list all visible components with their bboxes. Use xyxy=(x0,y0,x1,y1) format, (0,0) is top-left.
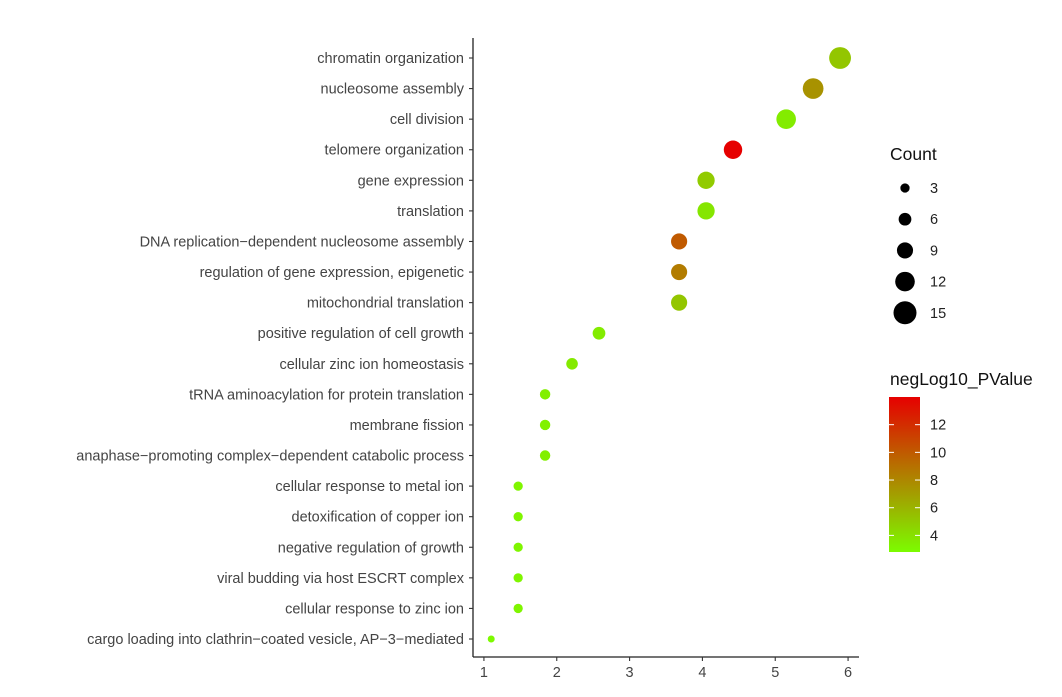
y-tick-label: positive regulation of cell growth xyxy=(258,326,464,342)
size-legend: Count 3 6 9 12 15 xyxy=(890,144,946,325)
size-legend-key xyxy=(900,183,910,193)
data-point xyxy=(776,109,796,129)
size-legend-title: Count xyxy=(890,144,937,164)
color-legend-label: 12 xyxy=(930,418,946,434)
data-point xyxy=(539,389,551,400)
color-legend: negLog10_PValue 4 6 8 10 12 xyxy=(889,369,1033,552)
data-point xyxy=(566,358,578,370)
y-tick-label: translation xyxy=(397,204,464,220)
data-point xyxy=(697,202,715,220)
y-tick-label: detoxification of copper ion xyxy=(292,510,465,526)
y-tick-label: tRNA aminoacylation for protein translat… xyxy=(189,387,464,403)
y-tick-label: viral budding via host ESCRT complex xyxy=(217,571,465,587)
x-tick-label: 4 xyxy=(698,665,706,681)
data-point xyxy=(513,542,523,552)
color-legend-title: negLog10_PValue xyxy=(890,369,1033,390)
y-tick-label: anaphase−promoting complex−dependent cat… xyxy=(76,449,464,465)
size-legend-key xyxy=(898,212,912,226)
y-tick-label: chromatin organization xyxy=(317,51,464,67)
data-point xyxy=(671,233,688,250)
size-legend-label: 3 xyxy=(930,181,938,197)
y-tick-label: DNA replication−dependent nucleosome ass… xyxy=(140,234,465,250)
y-tick-label: membrane fission xyxy=(350,418,464,434)
plot-area: 1 2 3 4 5 6 chromatin organization nucleosome a… xyxy=(76,38,859,681)
color-legend-label: 10 xyxy=(930,445,946,461)
data-point xyxy=(487,635,495,643)
data-point xyxy=(723,140,743,159)
data-point xyxy=(539,450,551,461)
y-tick-label: cell division xyxy=(390,112,464,128)
data-point xyxy=(802,78,824,99)
y-tick-label: telomere organization xyxy=(325,143,464,159)
data-point xyxy=(697,171,715,189)
data-point xyxy=(513,573,523,583)
data-point xyxy=(513,603,523,614)
color-legend-bar xyxy=(889,397,920,552)
color-legend-label: 4 xyxy=(930,528,938,544)
x-tick-label: 5 xyxy=(771,665,779,681)
x-tick-label: 1 xyxy=(480,665,488,681)
y-tick-label: nucleosome assembly xyxy=(321,82,465,98)
data-point xyxy=(829,47,851,69)
y-tick-label: cellular zinc ion homeostasis xyxy=(279,357,464,373)
x-tick-label: 3 xyxy=(626,665,634,681)
size-legend-label: 9 xyxy=(930,243,938,259)
color-legend-label: 8 xyxy=(930,473,938,489)
size-legend-label: 6 xyxy=(930,212,938,228)
data-point xyxy=(539,419,551,431)
data-point xyxy=(513,512,523,522)
y-tick-label: mitochondrial translation xyxy=(307,296,464,312)
y-tick-label: cargo loading into clathrin−coated vesic… xyxy=(87,632,464,648)
x-tick-label: 6 xyxy=(844,665,852,681)
size-legend-label: 15 xyxy=(930,306,946,322)
size-legend-key xyxy=(893,301,917,325)
data-point xyxy=(671,294,688,311)
size-legend-label: 12 xyxy=(930,275,946,291)
y-tick-label: regulation of gene expression, epigeneti… xyxy=(200,265,464,281)
data-point xyxy=(592,326,606,340)
y-tick-label: cellular response to metal ion xyxy=(275,479,464,495)
color-legend-label: 6 xyxy=(930,501,938,517)
y-tick-label: gene expression xyxy=(358,173,464,189)
y-tick-label: cellular response to zinc ion xyxy=(285,601,464,617)
data-point xyxy=(513,481,523,491)
size-legend-key xyxy=(895,271,915,292)
y-tick-label: negative regulation of growth xyxy=(278,540,464,556)
data-point xyxy=(671,263,688,281)
size-legend-key xyxy=(896,242,914,259)
x-tick-label: 2 xyxy=(553,665,561,681)
